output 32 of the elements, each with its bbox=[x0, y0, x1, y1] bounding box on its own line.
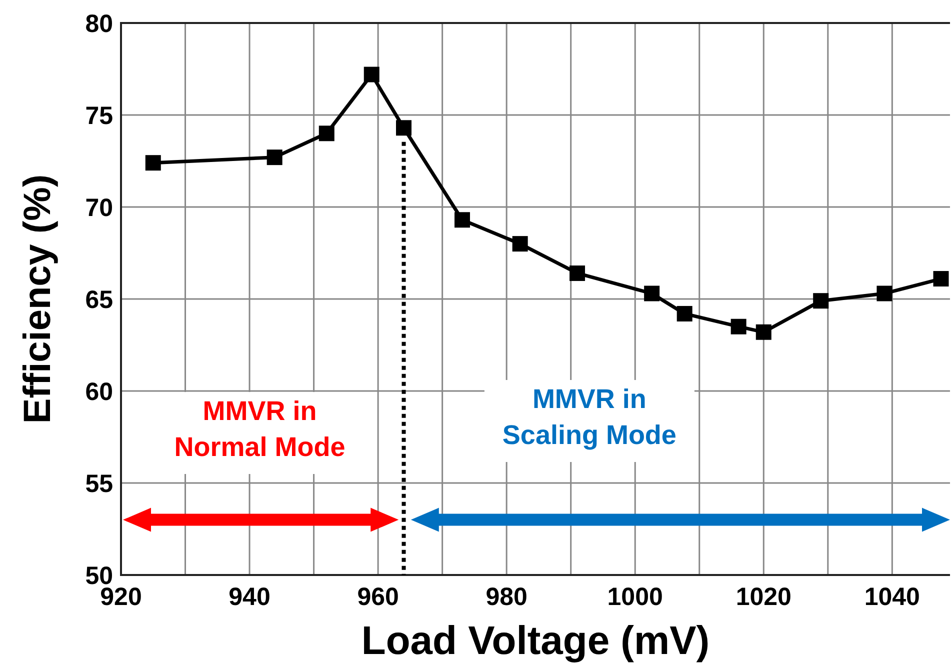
point bbox=[813, 293, 829, 309]
x-tick-label: 960 bbox=[357, 583, 399, 611]
x-axis-title: Load Voltage (mV) bbox=[361, 619, 710, 663]
annotation: MMVR in Scaling Mode bbox=[502, 384, 676, 450]
point bbox=[364, 66, 380, 82]
point bbox=[730, 318, 746, 334]
point bbox=[145, 155, 161, 171]
point bbox=[454, 212, 470, 228]
point bbox=[876, 286, 892, 302]
x-tick-label: 1040 bbox=[864, 583, 920, 611]
x-tick-label: 1000 bbox=[607, 583, 663, 611]
point bbox=[644, 286, 660, 302]
y-tick-label: 65 bbox=[85, 286, 114, 314]
annotation: MMVR in Normal Mode bbox=[174, 396, 346, 462]
x-tick-label: 920 bbox=[100, 583, 142, 611]
x-tick-label: 980 bbox=[486, 583, 528, 611]
point bbox=[933, 271, 949, 287]
point bbox=[756, 324, 772, 340]
y-tick-label: 55 bbox=[85, 470, 114, 498]
point bbox=[396, 120, 412, 136]
y-tick-label: 70 bbox=[85, 194, 113, 222]
point bbox=[266, 150, 282, 166]
y-tick-label: 75 bbox=[85, 102, 114, 130]
y-axis-title: Efficiency (%) bbox=[17, 174, 59, 424]
y-tick-label: 60 bbox=[85, 378, 113, 406]
point bbox=[676, 306, 692, 322]
x-tick-label: 1020 bbox=[736, 583, 792, 611]
y-tick-label: 80 bbox=[85, 10, 113, 38]
point bbox=[318, 126, 334, 142]
x-tick-label: 940 bbox=[228, 583, 270, 611]
point bbox=[570, 265, 586, 281]
point bbox=[512, 236, 528, 252]
